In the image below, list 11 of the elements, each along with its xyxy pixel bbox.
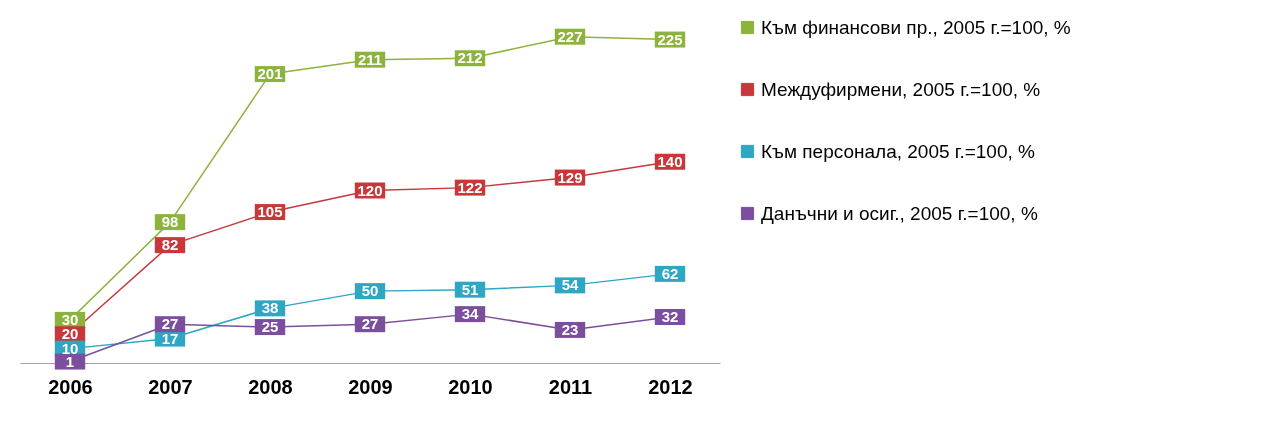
x-tick-label: 2009 [348,375,393,398]
legend-label: Данъчни и осиг., 2005 г.=100, % [761,202,1038,224]
x-tick-label: 2007 [148,375,193,398]
legend-label: Към персонала, 2005 г.=100, % [761,140,1036,162]
x-tick-label: 2011 [548,375,593,398]
x-tick-label: 2010 [448,375,493,398]
x-tick-label: 2008 [248,375,293,398]
x-tick-label: 2006 [48,375,93,398]
legend-label: Междуфирмени, 2005 г.=100, % [761,78,1041,100]
x-tick-label: 2012 [648,375,693,398]
legend-label: Към финансови пр., 2005 г.=100, % [761,16,1071,38]
